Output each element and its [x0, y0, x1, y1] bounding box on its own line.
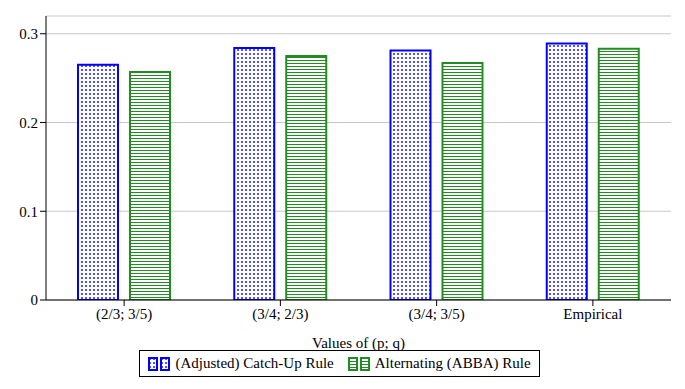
html-text:Alternating (ABBA) Rule: Alternating (ABBA) Rule — [374, 355, 531, 371]
svg-text:0.2: 0.2 — [19, 115, 38, 131]
svg-text:(2/3; 3/5): (2/3; 3/5) — [96, 306, 152, 323]
svg-text:Values of (p; q): Values of (p; q) — [312, 335, 405, 352]
svg-text:(3/4; 2/3): (3/4; 2/3) — [252, 306, 308, 323]
svg-text:(3/4; 3/5): (3/4; 3/5) — [409, 306, 465, 323]
html-text:(Adjusted) Catch-Up Rule: (Adjusted) Catch-Up Rule — [175, 355, 334, 371]
svg-text:Empirical: Empirical — [563, 306, 622, 322]
svg-text:0.3: 0.3 — [19, 26, 38, 42]
svg-text:0.1: 0.1 — [19, 204, 38, 220]
svg-text:0: 0 — [31, 292, 39, 308]
